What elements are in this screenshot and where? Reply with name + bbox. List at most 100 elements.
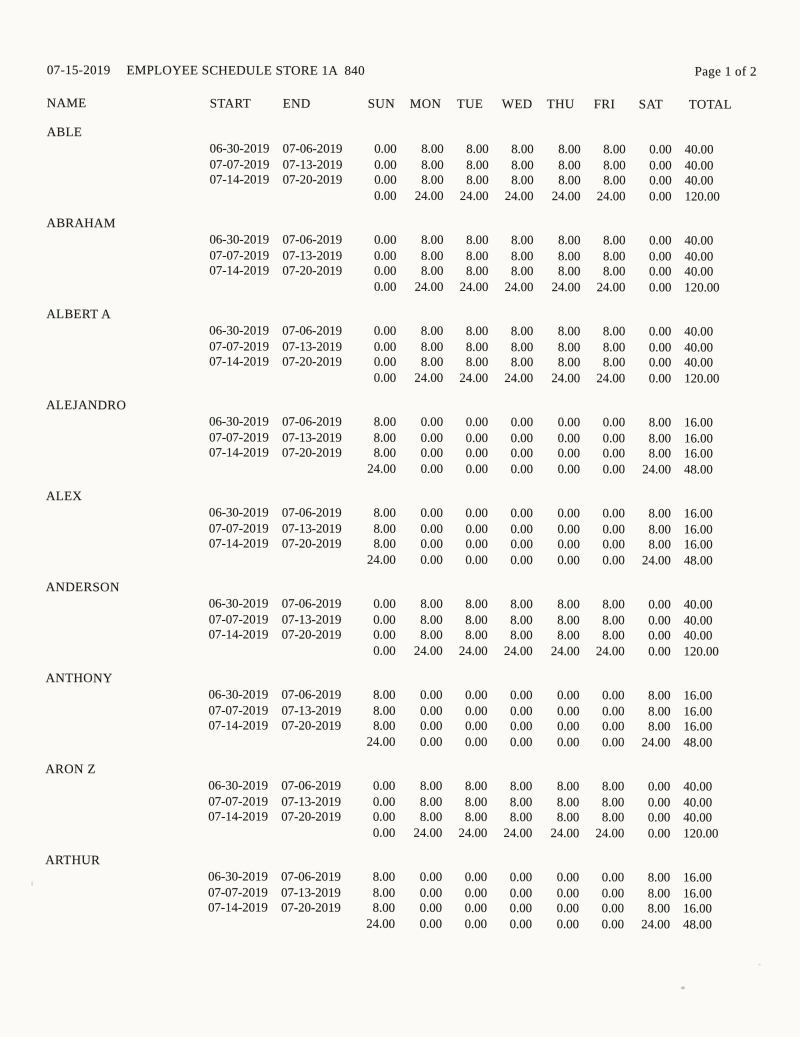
week-end-date: 07-20-2019	[282, 172, 343, 187]
total-tue: 0.00	[465, 461, 489, 476]
hours-thu: 0.00	[557, 719, 580, 734]
hours-thu: 0.00	[557, 537, 580, 552]
week-start-date: 07-07-2019	[209, 247, 270, 263]
week-end-date: 07-06-2019	[281, 869, 341, 884]
hours-wed: 0.00	[510, 688, 533, 703]
total-total: 48.00	[683, 734, 713, 749]
employee-block: ARON Z 06-30-2019 07-06-2019 0.00 8.00 8.00 8.…	[45, 761, 798, 842]
week-start-date: 07-14-2019	[208, 627, 269, 642]
hours-fri: 0.00	[602, 688, 625, 703]
totals-start-spacer	[208, 916, 281, 932]
week-end-date: 07-06-2019	[282, 232, 343, 247]
totals-end-spacer	[282, 461, 367, 477]
hours-mon: 0.00	[420, 536, 443, 551]
hours-total: 40.00	[684, 142, 714, 157]
hours-fri: 8.00	[601, 779, 625, 794]
total-fri: 0.00	[602, 734, 625, 749]
hours-wed: 0.00	[510, 719, 533, 734]
hours-total: 40.00	[683, 628, 713, 643]
hours-total: 40.00	[684, 233, 714, 248]
hours-thu: 8.00	[556, 810, 580, 825]
hours-thu: 0.00	[557, 703, 580, 718]
hours-sat: 0.00	[648, 339, 672, 354]
hours-fri: 0.00	[602, 506, 625, 521]
total-tue: 24.00	[458, 643, 488, 658]
employee-name: ANTHONY	[45, 670, 113, 686]
employee-totals-row: 24.00 0.00 0.00 0.00 0.00 0.00 24.00 48.00	[46, 552, 799, 569]
employee-totals-row: 0.00 24.00 24.00 24.00 24.00 24.00 0.00 120.00	[45, 825, 798, 842]
hours-sun: 0.00	[372, 794, 396, 809]
total-wed: 0.00	[510, 552, 533, 567]
hours-tue: 0.00	[464, 885, 488, 900]
totals-start-spacer	[208, 734, 281, 750]
total-tue: 0.00	[464, 916, 488, 931]
hours-tue: 8.00	[466, 248, 489, 263]
row-name-spacer	[46, 430, 209, 446]
week-end-date: 07-06-2019	[281, 505, 342, 520]
column-header-start: START	[209, 95, 252, 111]
hours-mon: 0.00	[419, 900, 443, 915]
total-sat: 0.00	[648, 279, 672, 294]
hours-mon: 8.00	[420, 596, 443, 611]
hours-sat: 8.00	[648, 506, 671, 521]
total-sun: 0.00	[373, 279, 397, 294]
row-name-spacer	[47, 172, 210, 188]
hours-wed: 8.00	[511, 248, 534, 263]
total-mon: 0.00	[420, 734, 443, 749]
row-name-spacer	[45, 885, 208, 901]
total-mon: 0.00	[420, 461, 444, 476]
week-row: 07-07-2019 07-13-2019 8.00 0.00 0.00 0.00 0.00…	[46, 521, 799, 538]
hours-fri: 0.00	[601, 901, 625, 916]
hours-total: 40.00	[684, 264, 714, 279]
hours-sat: 0.00	[648, 324, 672, 339]
hours-total: 40.00	[683, 779, 713, 794]
hours-sat: 0.00	[649, 142, 672, 157]
total-total: 120.00	[684, 188, 720, 204]
total-sun: 0.00	[373, 370, 397, 385]
hours-sun: 0.00	[374, 157, 397, 172]
total-fri: 24.00	[596, 188, 626, 203]
row-name-spacer	[46, 445, 209, 461]
hours-tue: 0.00	[465, 687, 488, 703]
hours-total: 16.00	[683, 719, 713, 734]
row-name-spacer	[45, 916, 208, 932]
hours-fri: 0.00	[602, 446, 626, 461]
employee-block: ABRAHAM 06-30-2019 07-06-2019 0.00 8.00 8.00 8…	[46, 215, 799, 296]
employee-name: ALBERT A	[46, 306, 112, 322]
total-wed: 24.00	[504, 188, 534, 203]
hours-mon: 8.00	[421, 157, 444, 172]
row-name-spacer	[45, 718, 208, 734]
hours-mon: 8.00	[420, 627, 443, 642]
row-name-spacer	[47, 188, 210, 204]
hours-tue: 8.00	[464, 809, 488, 825]
hours-sun: 0.00	[373, 339, 397, 354]
week-start-date: 07-07-2019	[208, 793, 269, 809]
hours-sun: 8.00	[372, 869, 396, 884]
hours-thu: 8.00	[557, 628, 580, 643]
hours-tue: 8.00	[466, 157, 489, 172]
row-name-spacer	[45, 703, 208, 719]
hours-sat: 0.00	[649, 157, 672, 172]
week-row: 06-30-2019 07-06-2019 0.00 8.00 8.00 8.00 8.00…	[46, 323, 799, 340]
total-tue: 0.00	[465, 734, 488, 749]
hours-thu: 8.00	[556, 794, 580, 809]
totals-end-spacer	[282, 552, 367, 568]
row-name-spacer	[46, 643, 209, 659]
employee-block: ALEJANDRO 06-30-2019 07-06-2019 8.00 0.00 0.0…	[46, 397, 799, 478]
hours-wed: 8.00	[510, 355, 534, 370]
hours-sun: 8.00	[372, 900, 396, 915]
row-name-spacer	[46, 536, 209, 552]
total-sun: 24.00	[367, 552, 396, 567]
hours-total: 40.00	[683, 794, 713, 809]
hours-sat: 8.00	[648, 688, 671, 703]
hours-tue: 0.00	[464, 900, 488, 916]
week-end-date: 07-06-2019	[282, 323, 343, 338]
column-header-wed: WED	[501, 96, 533, 112]
hours-thu: 8.00	[558, 173, 581, 188]
row-name-spacer	[47, 157, 210, 173]
hours-sun: 0.00	[374, 263, 397, 278]
week-start-date: 07-14-2019	[208, 536, 269, 551]
hours-sat: 8.00	[648, 415, 672, 430]
hours-sun: 0.00	[372, 809, 396, 824]
total-sat: 24.00	[641, 734, 671, 749]
